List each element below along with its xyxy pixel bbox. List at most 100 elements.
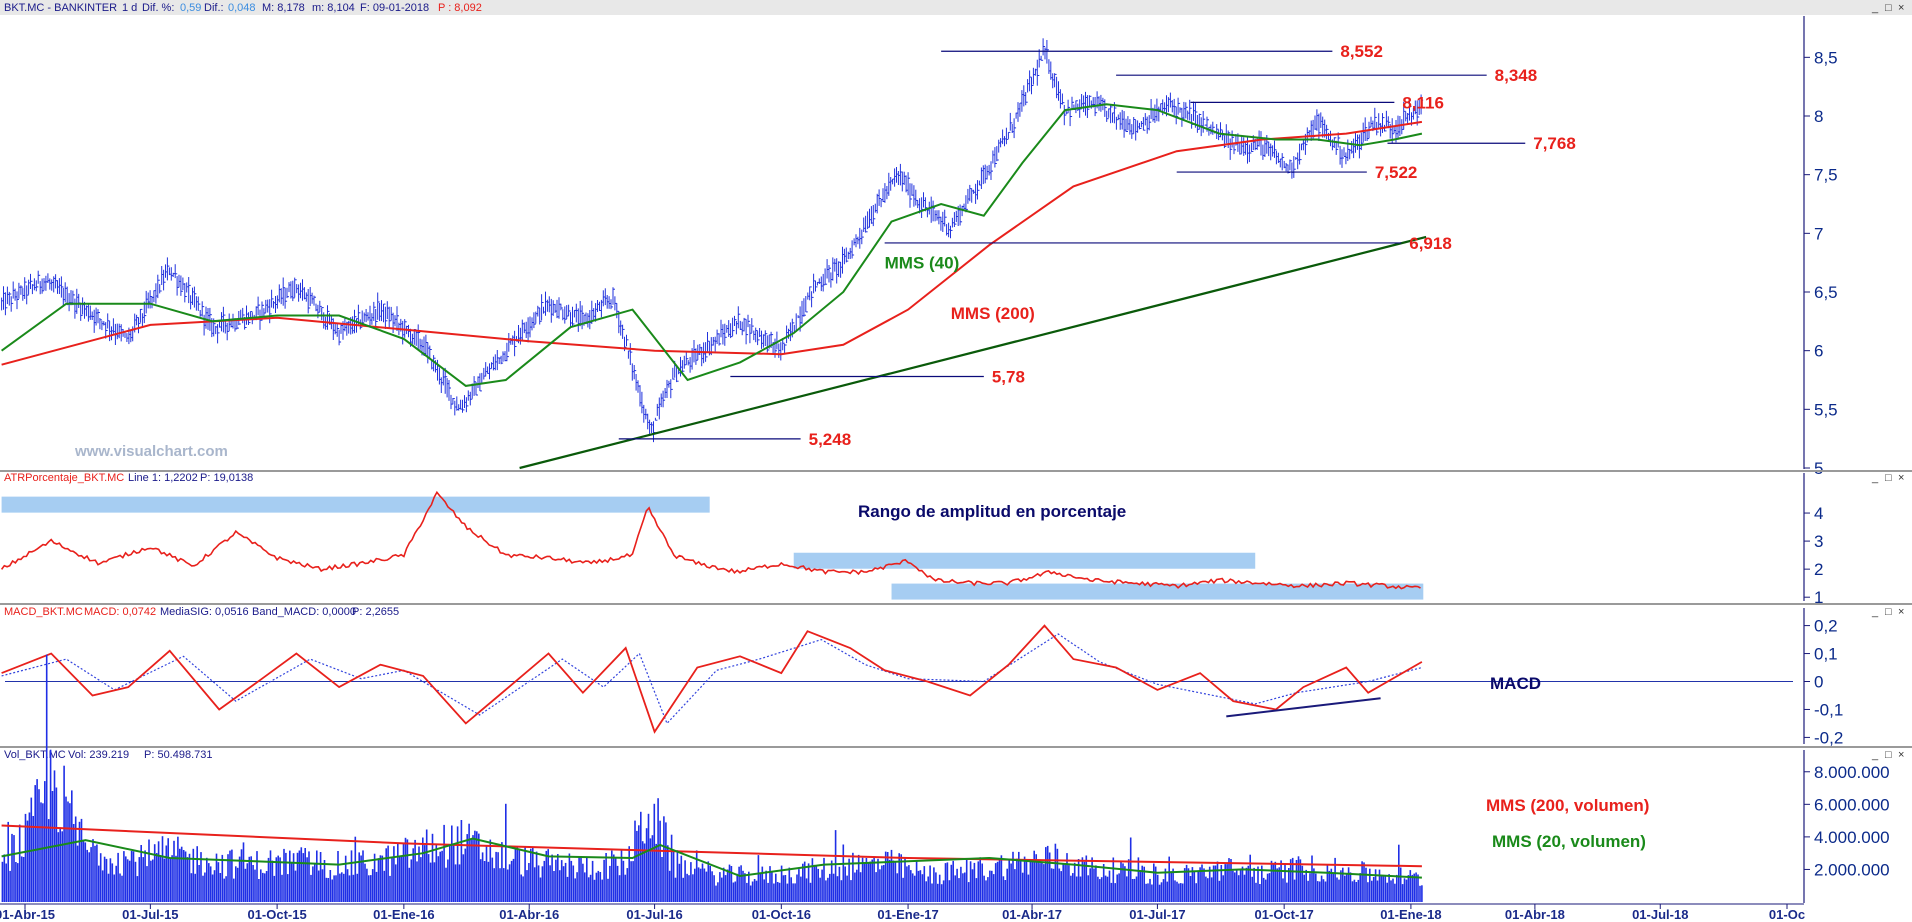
vol-sma200-line [1, 824, 1422, 868]
vol-minimize-icon[interactable]: _ [1871, 749, 1879, 761]
volume-bar [532, 847, 534, 902]
volume-bar [670, 834, 673, 902]
volume-bar [748, 871, 750, 902]
atr-close-icon[interactable]: × [1898, 472, 1904, 484]
volume-bar [1403, 878, 1406, 902]
volume-bar [472, 835, 474, 902]
volume-bar [1322, 879, 1325, 902]
volume-bar [59, 827, 61, 902]
volume-bar [545, 850, 548, 902]
volume-bar [1378, 869, 1381, 902]
volume-bar [888, 859, 891, 902]
volume-bar [1220, 865, 1223, 902]
volume-bar [310, 874, 312, 902]
volume-bar [387, 845, 389, 902]
volume-bar [798, 869, 800, 902]
macd-tick-label: 0,1 [1814, 645, 1838, 664]
volume-bar [724, 875, 727, 902]
macd-tick-label: -0,2 [1814, 728, 1843, 747]
volume-bar [591, 860, 594, 902]
volume-bar [773, 883, 775, 902]
volume-bar [458, 864, 461, 902]
vol-maximize-icon[interactable]: □ [1885, 749, 1892, 761]
volume-bar [1334, 857, 1336, 902]
volume-bar [1278, 867, 1280, 902]
volume-bar [902, 877, 904, 902]
volume-bar [1139, 871, 1142, 902]
volume-bar [863, 862, 866, 902]
atr-plot-area [0, 490, 1424, 600]
volume-bar [352, 874, 355, 902]
volume-bar [622, 860, 625, 902]
atr-minimize-icon[interactable]: _ [1871, 472, 1879, 484]
volume-bar [813, 864, 816, 902]
volume-bar [728, 864, 731, 902]
volume-bar [593, 879, 596, 902]
volume-bar [505, 803, 507, 902]
vol-sma200-label: MMS (200, volumen) [1486, 796, 1649, 815]
minimize-icon[interactable]: _ [1871, 2, 1879, 14]
volume-bar [449, 844, 451, 902]
volume-bar [587, 877, 590, 902]
volume-bar [63, 765, 65, 902]
volume-bar [325, 877, 328, 902]
volume-bar [952, 860, 954, 902]
volume-bar [69, 803, 71, 902]
volume-bar [1043, 864, 1045, 902]
macd-maximize-icon[interactable]: □ [1885, 606, 1892, 618]
volume-bar [184, 851, 187, 902]
volume-bar [1118, 873, 1120, 902]
price-trendline [519, 235, 1427, 470]
volume-bar [476, 831, 478, 902]
price-sma40-line [1, 103, 1423, 387]
maximize-icon[interactable]: □ [1885, 2, 1892, 14]
volume-bar [173, 840, 175, 902]
volume-bar [898, 853, 900, 902]
volume-bar [896, 873, 899, 902]
level-label: 5,248 [809, 430, 852, 449]
volume-bar [456, 826, 459, 902]
macd-minimize-icon[interactable]: _ [1871, 606, 1879, 618]
volume-bar [1398, 844, 1400, 902]
volume-bar [47, 819, 50, 902]
volume-bar [989, 870, 991, 902]
volume-bar [1137, 857, 1140, 902]
volume-bar [15, 862, 17, 902]
volume-bar [848, 858, 850, 902]
volume-bar [1016, 858, 1018, 902]
volume-bar [755, 880, 758, 902]
volume-bar [427, 854, 430, 902]
volume-bar [379, 855, 382, 902]
volume-bar [854, 872, 856, 902]
macd-header-p: P: 2,2655 [352, 606, 399, 618]
volume-bar [935, 872, 937, 902]
close-icon[interactable]: × [1898, 2, 1904, 14]
volume-bar [946, 862, 949, 902]
volume-bar [973, 862, 976, 902]
volume-bar [1415, 872, 1417, 902]
volume-bar [925, 881, 927, 902]
volume-bar [209, 866, 212, 902]
volume-bar [1365, 867, 1367, 902]
volume-bar [796, 874, 798, 902]
volume-bar [805, 878, 808, 902]
macd-close-icon[interactable]: × [1898, 606, 1904, 618]
volume-bar [483, 861, 486, 902]
volume-bar [1158, 884, 1161, 902]
volume-bar [811, 858, 814, 902]
atr-maximize-icon[interactable]: □ [1885, 472, 1892, 484]
volume-bar [1183, 868, 1186, 902]
volume-bar [248, 856, 251, 902]
volume-bar [950, 864, 953, 902]
volume-bar [227, 854, 229, 902]
volume-bar [1046, 845, 1049, 902]
volume-bar [584, 872, 586, 902]
volume-bar [1091, 857, 1093, 902]
volume-bar [665, 822, 667, 902]
vol-sma20-label: MMS (20, volumen) [1492, 832, 1646, 851]
volume-bar [1355, 882, 1358, 902]
vol-close-icon[interactable]: × [1898, 749, 1904, 761]
vol-tick-label: 8.000.000 [1814, 763, 1890, 782]
volume-bar [370, 875, 372, 902]
volume-bar [1405, 879, 1408, 902]
